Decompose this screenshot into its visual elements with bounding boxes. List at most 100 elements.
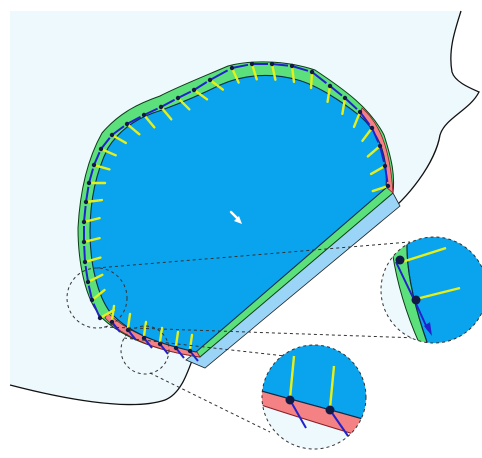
normal-ray — [110, 304, 116, 322]
boundary-node — [269, 61, 275, 67]
boundary-node — [125, 327, 131, 333]
motion-arrow — [93, 151, 101, 166]
normal-ray — [210, 79, 225, 91]
motion-arrow — [359, 111, 371, 126]
normal-ray — [371, 185, 388, 193]
normal-ray — [112, 134, 128, 145]
motion-arrow — [83, 245, 86, 263]
normal-ray — [369, 165, 385, 176]
boundary-node — [377, 143, 383, 149]
motion-arrow — [83, 205, 87, 223]
motion-arrow — [193, 81, 208, 91]
boundary-node — [141, 112, 147, 118]
normal-ray — [158, 326, 164, 344]
boundary-node — [91, 162, 97, 168]
boundary-node — [81, 219, 87, 225]
motion-arrow — [329, 85, 343, 97]
motion-arrow — [311, 71, 328, 84]
normal-ray — [142, 320, 148, 338]
normal-ray — [88, 273, 104, 283]
normal-ray — [188, 333, 194, 351]
motion-arrow — [126, 115, 142, 125]
boundary-node — [109, 319, 115, 325]
boundary-node — [175, 95, 181, 101]
boundary-node — [187, 348, 193, 354]
motion-arrow — [88, 168, 94, 184]
boundary-node — [124, 121, 130, 127]
boundary-node — [342, 95, 348, 101]
boundary-node — [98, 146, 104, 152]
boundary-node — [173, 345, 179, 351]
motion-arrow — [87, 285, 93, 301]
boundary-node — [249, 61, 255, 67]
normal-ray — [309, 72, 314, 90]
velocity-arrow-icon — [229, 210, 242, 224]
boundary-node — [158, 104, 164, 110]
boundary-node — [97, 315, 103, 321]
zoom-view-bottom — [261, 344, 367, 450]
normal-ray — [178, 98, 191, 111]
normal-ray — [341, 98, 346, 115]
boundary-node — [369, 125, 375, 131]
motion-arrow — [100, 137, 111, 150]
motion-arrow — [84, 265, 89, 283]
normal-ray — [100, 308, 116, 319]
motion-arrow — [379, 145, 385, 163]
boundary-node — [357, 109, 363, 115]
zoom-connectors — [96, 241, 419, 433]
normal-ray — [84, 216, 101, 223]
boundary-node — [85, 279, 91, 285]
boundary-node — [82, 259, 88, 265]
normal-ray — [101, 148, 117, 157]
normal-ray — [366, 146, 380, 158]
boundary-node — [385, 183, 391, 189]
boundary-node — [327, 83, 333, 89]
motion-arrow — [344, 97, 358, 110]
boundary-node — [83, 199, 89, 205]
normal-ray — [144, 115, 156, 129]
normal-rays — [84, 64, 388, 351]
boundary-node — [191, 87, 197, 93]
motion-arrow — [160, 98, 176, 108]
boundary-node — [289, 63, 295, 69]
motion-arrow — [371, 127, 380, 143]
boundary-node — [229, 65, 235, 71]
normal-ray — [352, 112, 361, 129]
motion-arrow — [177, 90, 192, 99]
boundary-node — [81, 239, 87, 245]
motion-arrow — [85, 186, 90, 203]
normal-ray — [85, 256, 102, 263]
zoom-source-left — [66, 267, 128, 329]
zoom-view-right — [380, 236, 482, 344]
boundary-node — [109, 132, 115, 138]
normal-ray — [94, 164, 111, 171]
normal-ray — [361, 128, 372, 143]
boundary-node — [141, 335, 147, 341]
motion-arrow — [384, 165, 389, 183]
normal-ray — [251, 64, 258, 81]
motion-arrow — [92, 303, 101, 319]
normal-ray — [86, 198, 104, 203]
normal-ray — [161, 107, 173, 121]
normal-ray — [231, 68, 240, 84]
normal-ray — [127, 124, 141, 136]
normal-ray — [326, 86, 331, 104]
normal-ray — [84, 236, 101, 243]
motion-arrow — [143, 107, 159, 116]
boundary-node — [309, 69, 315, 75]
motion-arrow — [271, 63, 289, 67]
boundary-nodes — [81, 61, 391, 354]
normal-ray — [271, 64, 277, 81]
motion-arrow — [231, 63, 249, 69]
boundary-node — [157, 341, 163, 347]
boundary-node — [207, 77, 213, 83]
zoom-source-bottom — [120, 325, 170, 375]
boundary-node — [89, 297, 95, 303]
normal-ray — [174, 330, 180, 348]
normal-ray — [194, 89, 209, 101]
boundary-node — [86, 180, 92, 186]
boundary-node — [382, 163, 388, 169]
motion-arrow — [209, 69, 229, 81]
